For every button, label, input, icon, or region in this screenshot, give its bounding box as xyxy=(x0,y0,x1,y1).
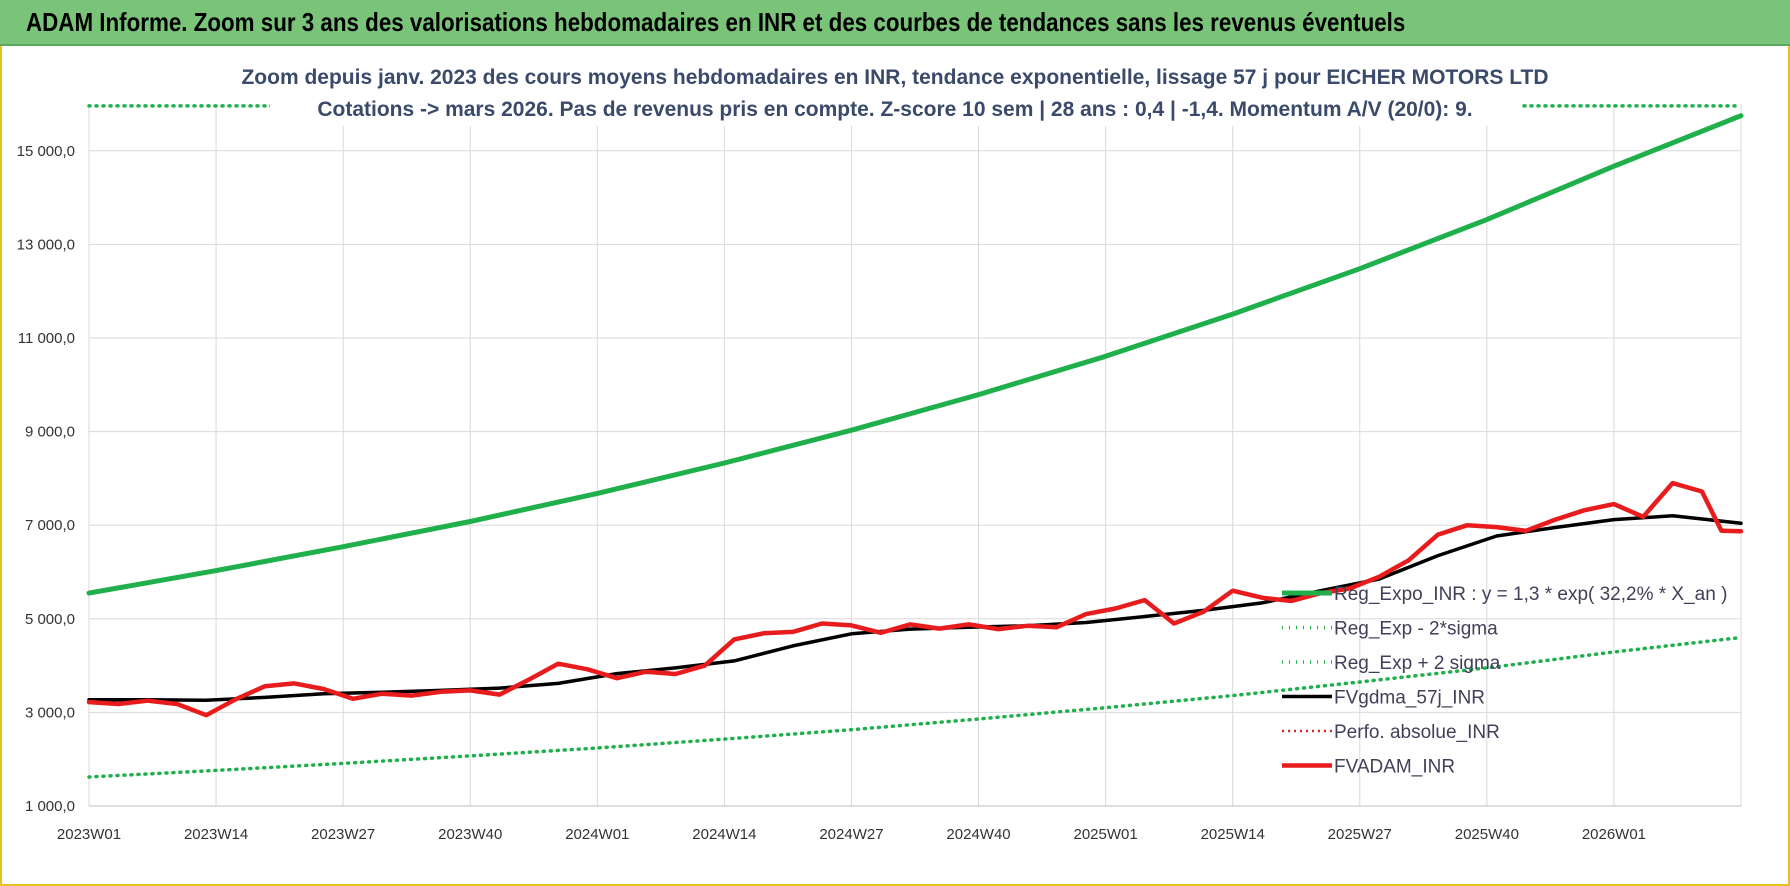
x-tick-label: 2025W27 xyxy=(1328,826,1392,843)
y-tick-label: 11 000,0 xyxy=(18,330,75,347)
x-axis-ticks: 2023W01 2023W14 2023W27 2023W40 2024W01 2024W… xyxy=(57,826,1646,843)
series-line-fvadam xyxy=(86,480,1744,718)
banner: ADAM Informe. Zoom sur 3 ans des valoris… xyxy=(0,0,1790,46)
y-tick-label: 3 000,0 xyxy=(25,704,75,721)
x-tick-label: 2024W27 xyxy=(819,826,883,843)
x-tick-label: 2026W01 xyxy=(1582,826,1646,843)
subtitle-backdrop xyxy=(270,60,1520,126)
y-tick-label: 1 000,0 xyxy=(25,798,75,815)
chart: Zoom depuis janv. 2023 des cours moyens … xyxy=(17,60,1744,843)
x-tick-label: 2025W01 xyxy=(1074,826,1138,843)
legend-label: Reg_Expo_INR : y = 1,3 * exp( 32,2% * X_… xyxy=(1334,584,1727,605)
subtitle-line-1: Zoom depuis janv. 2023 des cours moyens … xyxy=(241,66,1548,89)
x-tick-label: 2023W01 xyxy=(57,826,121,843)
series-line-reg-minus-2sigma xyxy=(87,635,1743,779)
legend-label: Reg_Exp - 2*sigma xyxy=(1334,619,1498,640)
x-tick-label: 2024W14 xyxy=(692,826,756,843)
legend: Reg_Expo_INR : y = 1,3 * exp( 32,2% * X_… xyxy=(1282,584,1727,778)
series-line-reg-expo xyxy=(86,113,1744,596)
series-line-fvgdma xyxy=(87,514,1743,702)
legend-label: FVADAM_INR xyxy=(1334,757,1455,778)
x-tick-label: 2023W40 xyxy=(438,826,502,843)
y-axis-ticks: 1 000,0 3 000,0 5 000,0 7 000,0 9 000,0 11 00… xyxy=(17,143,75,815)
y-tick-label: 5 000,0 xyxy=(25,611,75,628)
legend-label: Reg_Exp + 2 sigma xyxy=(1334,653,1501,674)
x-tick-label: 2025W14 xyxy=(1201,826,1265,843)
y-tick-label: 15 000,0 xyxy=(17,143,75,160)
series-layer xyxy=(86,104,1744,779)
y-tick-label: 13 000,0 xyxy=(17,236,75,253)
x-tick-label: 2023W14 xyxy=(184,826,248,843)
bottom-border xyxy=(0,884,1790,886)
x-tick-label: 2024W01 xyxy=(565,826,629,843)
banner-title: ADAM Informe. Zoom sur 3 ans des valoris… xyxy=(26,7,1406,37)
grid xyxy=(88,104,1742,807)
y-tick-label: 9 000,0 xyxy=(25,424,75,441)
x-tick-label: 2023W27 xyxy=(311,826,375,843)
y-tick-label: 7 000,0 xyxy=(25,517,75,534)
x-tick-label: 2024W40 xyxy=(946,826,1010,843)
subtitle-line-2: Cotations -> mars 2026. Pas de revenus p… xyxy=(317,98,1472,121)
x-tick-label: 2025W40 xyxy=(1455,826,1519,843)
legend-label: Perfo. absolue_INR xyxy=(1334,722,1500,743)
legend-label: FVgdma_57j_INR xyxy=(1334,688,1485,709)
